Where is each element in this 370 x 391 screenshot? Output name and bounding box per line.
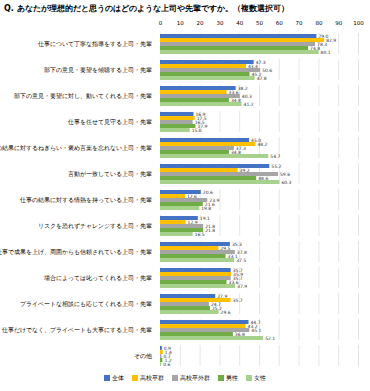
html-text:女性: 女性 bbox=[254, 373, 266, 381]
svg-text:36.8: 36.8 bbox=[235, 332, 245, 337]
svg-text:仕事の結果に対する情熱を持っている上司・先輩: 仕事の結果に対する情熱を持っている上司・先輩 bbox=[19, 196, 152, 204]
svg-text:40.3: 40.3 bbox=[242, 94, 252, 99]
svg-text:0.9: 0.9 bbox=[163, 345, 171, 351]
svg-text:29.5: 29.5 bbox=[220, 246, 230, 251]
svg-text:0.6: 0.6 bbox=[163, 362, 170, 367]
svg-text:45.1: 45.1 bbox=[251, 328, 261, 333]
svg-text:24.7: 24.7 bbox=[210, 301, 221, 307]
svg-text:言動が一致している上司・先輩: 言動が一致している上司・先輩 bbox=[68, 170, 152, 177]
svg-text:仕事の結果に対するねぎらい・褒め言葉を忘れない上司・先輩: 仕事の結果に対するねぎらい・褒め言葉を忘れない上司・先輩 bbox=[0, 144, 152, 152]
svg-text:16.5: 16.5 bbox=[194, 119, 205, 125]
svg-text:45.2: 45.2 bbox=[251, 71, 262, 77]
svg-text:12.9: 12.9 bbox=[188, 220, 198, 225]
svg-text:17.9: 17.9 bbox=[197, 123, 208, 129]
svg-text:16.5: 16.5 bbox=[195, 232, 205, 237]
svg-text:35.3: 35.3 bbox=[232, 242, 242, 247]
svg-text:20.6: 20.6 bbox=[203, 190, 213, 195]
svg-text:1.2: 1.2 bbox=[164, 357, 172, 363]
svg-text:50.6: 50.6 bbox=[262, 68, 272, 73]
svg-text:リスクを恐れずチャレンジする上司・先輩: リスクを恐れずチャレンジする上司・先輩 bbox=[38, 223, 152, 230]
svg-text:60: 60 bbox=[276, 20, 283, 26]
svg-text:80.1: 80.1 bbox=[321, 50, 331, 55]
svg-text:16.9: 16.9 bbox=[195, 111, 206, 117]
svg-text:23.9: 23.9 bbox=[209, 197, 220, 203]
svg-text:34.8: 34.8 bbox=[231, 98, 241, 103]
html-text:高校卒群: 高校卒群 bbox=[140, 373, 164, 381]
svg-text:17.5: 17.5 bbox=[196, 115, 207, 121]
svg-text:55.2: 55.2 bbox=[271, 164, 281, 169]
svg-text:90: 90 bbox=[335, 20, 342, 26]
svg-text:47.3: 47.3 bbox=[255, 59, 266, 65]
svg-text:50: 50 bbox=[256, 20, 263, 26]
svg-text:その他: その他 bbox=[134, 353, 152, 360]
svg-text:29.6: 29.6 bbox=[221, 310, 231, 315]
svg-text:35.7: 35.7 bbox=[233, 298, 243, 303]
svg-text:27.9: 27.9 bbox=[217, 294, 227, 299]
svg-text:78.3: 78.3 bbox=[317, 41, 328, 47]
svg-text:部下の意見・要望に対し、動いてくれる上司・先輩: 部下の意見・要望に対し、動いてくれる上司・先輩 bbox=[14, 92, 152, 100]
svg-text:部下の意見・要望を傾聴する上司・先輩: 部下の意見・要望を傾聴する上司・先輩 bbox=[44, 66, 152, 74]
svg-text:19.1: 19.1 bbox=[200, 216, 210, 221]
svg-text:48.6: 48.6 bbox=[258, 176, 268, 181]
svg-text:37.9: 37.9 bbox=[237, 284, 247, 289]
svg-text:37.5: 37.5 bbox=[236, 258, 246, 263]
svg-text:場合によっては叱ってくれる上司・先輩: 場合によっては叱ってくれる上司・先輩 bbox=[43, 275, 152, 282]
svg-text:20: 20 bbox=[197, 20, 204, 26]
svg-text:10: 10 bbox=[177, 20, 184, 26]
svg-text:82.9: 82.9 bbox=[326, 38, 336, 43]
svg-text:33.6: 33.6 bbox=[228, 279, 239, 285]
svg-text:30: 30 bbox=[216, 20, 223, 26]
html-text:高校卒外群: 高校卒外群 bbox=[180, 373, 210, 381]
svg-text:37.3: 37.3 bbox=[235, 145, 246, 151]
svg-text:33.6: 33.6 bbox=[229, 90, 239, 95]
svg-text:44.7: 44.7 bbox=[250, 319, 261, 325]
svg-text:35.7: 35.7 bbox=[232, 275, 243, 281]
svg-text:40: 40 bbox=[236, 20, 243, 26]
html-text:男性: 男性 bbox=[226, 373, 238, 381]
svg-text:43.4: 43.4 bbox=[248, 64, 258, 69]
svg-text:47.8: 47.8 bbox=[257, 76, 267, 81]
svg-text:43.2: 43.2 bbox=[247, 323, 258, 329]
svg-text:25.2: 25.2 bbox=[211, 305, 222, 311]
svg-text:12.6: 12.6 bbox=[187, 194, 197, 199]
svg-text:15.0: 15.0 bbox=[192, 128, 202, 133]
svg-text:仕事を任せて見守る上司・先輩: 仕事を任せて見守る上司・先輩 bbox=[67, 118, 152, 125]
svg-text:プライベートな相談にも応じてくれる上司・先輩: プライベートな相談にも応じてくれる上司・先輩 bbox=[20, 300, 152, 308]
svg-text:0: 0 bbox=[159, 20, 163, 26]
svg-text:74.8: 74.8 bbox=[310, 46, 320, 51]
svg-text:100: 100 bbox=[353, 20, 364, 26]
svg-text:21.6: 21.6 bbox=[204, 201, 215, 207]
svg-text:33.1: 33.1 bbox=[227, 253, 238, 259]
svg-text:21.8: 21.8 bbox=[205, 223, 216, 229]
svg-text:79.0: 79.0 bbox=[318, 33, 329, 39]
svg-text:39.2: 39.2 bbox=[240, 168, 250, 173]
svg-text:21.8: 21.8 bbox=[205, 228, 215, 233]
svg-text:仕事について丁寧な指導をする上司・先輩: 仕事について丁寧な指導をする上司・先輩 bbox=[37, 40, 152, 48]
svg-text:38.2: 38.2 bbox=[238, 86, 248, 91]
svg-text:34.8: 34.8 bbox=[231, 150, 241, 155]
svg-text:45.0: 45.0 bbox=[251, 137, 262, 143]
svg-text:19.8: 19.8 bbox=[201, 206, 211, 211]
svg-text:37.8: 37.8 bbox=[237, 250, 247, 255]
svg-text:仕事だけでなく、プライベートも大事にする上司・先輩: 仕事だけでなく、プライベートも大事にする上司・先輩 bbox=[1, 326, 152, 334]
svg-text:52.1: 52.1 bbox=[265, 336, 275, 341]
svg-text:35.7: 35.7 bbox=[232, 267, 243, 273]
svg-text:仕事で成果を上げ、周囲からも信頼されている上司・先輩: 仕事で成果を上げ、周囲からも信頼されている上司・先輩 bbox=[0, 249, 152, 256]
html-text:Q. あなたが理想的だと思うのはどのような上司や先輩ですか。: Q. あなたが理想的だと思うのはどのような上司や先輩ですか。（複数選択可） bbox=[4, 4, 289, 13]
svg-text:80: 80 bbox=[315, 20, 322, 26]
svg-text:1.4: 1.4 bbox=[164, 349, 172, 355]
svg-text:60.3: 60.3 bbox=[281, 180, 291, 185]
svg-text:0.7: 0.7 bbox=[163, 353, 171, 359]
svg-text:41.2: 41.2 bbox=[244, 102, 254, 107]
svg-text:35.9: 35.9 bbox=[233, 271, 244, 277]
svg-text:59.6: 59.6 bbox=[280, 172, 290, 177]
svg-text:54.7: 54.7 bbox=[270, 154, 280, 159]
svg-text:48.2: 48.2 bbox=[257, 142, 267, 147]
html-text:全体: 全体 bbox=[112, 373, 124, 381]
svg-text:70: 70 bbox=[296, 20, 303, 26]
